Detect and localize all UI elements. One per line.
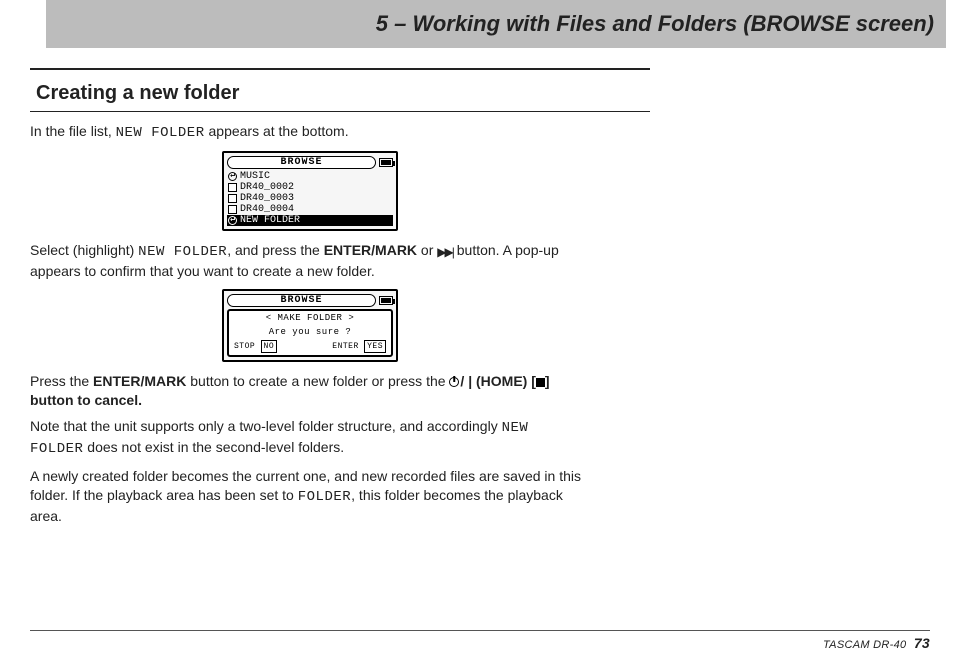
lcd1-row: ↵MUSIC xyxy=(227,171,393,182)
chapter-title: 5 – Working with Files and Folders (BROW… xyxy=(376,9,934,39)
inline-new-folder-1: NEW FOLDER xyxy=(116,125,205,141)
footer: TASCAM DR-40 73 xyxy=(823,634,930,653)
folder-icon xyxy=(228,183,237,192)
para-1c: appears at the bottom. xyxy=(205,123,349,139)
enter-mark-label-1: ENTER/MARK xyxy=(324,242,417,258)
lcd2-btn-left-b: NO xyxy=(261,340,278,353)
lcd2-title-row: BROWSE xyxy=(227,294,393,307)
section-rule-bottom xyxy=(30,111,650,112)
return-icon: ↵ xyxy=(228,172,237,181)
lcd-1-wrap: BROWSE ↵MUSICDR40_0002DR40_0003DR40_0004… xyxy=(30,151,590,231)
lcd1-row: ↵NEW FOLDER xyxy=(227,215,393,226)
lcd2-btn-left: STOP NO xyxy=(234,340,277,353)
lcd1-row-label: DR40_0002 xyxy=(240,182,392,193)
lcd2-btn-right-a: ENTER xyxy=(332,342,359,351)
para-2: Select (highlight) NEW FOLDER, and press… xyxy=(30,241,590,281)
lcd1-row-label: DR40_0003 xyxy=(240,193,392,204)
folder-icon xyxy=(228,205,237,214)
para-2a: Select (highlight) xyxy=(30,242,138,258)
inline-new-folder-2: NEW FOLDER xyxy=(138,244,227,260)
chapter-header: 5 – Working with Files and Folders (BROW… xyxy=(46,0,946,48)
stop-square-icon xyxy=(536,378,545,387)
para-2e: or xyxy=(417,242,437,258)
footer-page: 73 xyxy=(914,635,930,651)
lcd2-title: BROWSE xyxy=(227,294,376,307)
lcd2-btn-left-a: STOP xyxy=(234,342,255,351)
enter-mark-label-2: ENTER/MARK xyxy=(93,373,186,389)
lcd2-btn-right: ENTER YES xyxy=(332,340,386,353)
lcd1-row: DR40_0002 xyxy=(227,182,393,193)
footer-rule xyxy=(30,630,930,631)
para-3c: button to create a new folder or press t… xyxy=(186,373,449,389)
para-3a: Press the xyxy=(30,373,93,389)
lcd2-popup-line2: Are you sure ? xyxy=(232,327,388,338)
inline-folder: FOLDER xyxy=(298,489,351,505)
slash-icon: / | xyxy=(460,373,472,389)
section-heading: Creating a new folder xyxy=(36,80,924,107)
lcd1-title-row: BROWSE xyxy=(227,156,393,169)
lcd2-popup-buttons: STOP NO ENTER YES xyxy=(232,340,388,353)
para-5: A newly created folder becomes the curre… xyxy=(30,467,590,526)
para-4c: does not exist in the second-level folde… xyxy=(83,439,344,455)
lcd1-row: DR40_0004 xyxy=(227,204,393,215)
lcd1-row: DR40_0003 xyxy=(227,193,393,204)
lcd2-btn-right-b: YES xyxy=(364,340,386,353)
power-icon xyxy=(449,377,459,387)
para-1: In the file list, NEW FOLDER appears at … xyxy=(30,122,590,143)
lcd1-row-label: MUSIC xyxy=(240,171,392,182)
lcd1-row-label: DR40_0004 xyxy=(240,204,392,215)
lcd-screen-browse-list: BROWSE ↵MUSICDR40_0002DR40_0003DR40_0004… xyxy=(222,151,398,231)
fast-forward-icon: ▶▶| xyxy=(437,244,453,260)
footer-model: TASCAM DR-40 xyxy=(823,639,906,651)
lcd-2-wrap: BROWSE < MAKE FOLDER > Are you sure ? ST… xyxy=(30,289,590,362)
para-2c: , and press the xyxy=(227,242,324,258)
lcd1-title: BROWSE xyxy=(227,156,376,169)
section-rule-top xyxy=(30,68,650,70)
lcd1-row-label: NEW FOLDER xyxy=(240,215,392,226)
para-1a: In the file list, xyxy=(30,123,116,139)
lcd2-popup: < MAKE FOLDER > Are you sure ? STOP NO E… xyxy=(227,309,393,357)
para-4a: Note that the unit supports only a two-l… xyxy=(30,418,502,434)
return-icon: ↵ xyxy=(228,216,237,225)
para-4: Note that the unit supports only a two-l… xyxy=(30,417,590,459)
lcd-screen-make-folder: BROWSE < MAKE FOLDER > Are you sure ? ST… xyxy=(222,289,398,362)
home-label: (HOME) [ xyxy=(476,373,536,389)
battery-icon xyxy=(379,296,393,305)
battery-icon xyxy=(379,158,393,167)
content-area: Creating a new folder In the file list, … xyxy=(30,68,924,621)
folder-icon xyxy=(228,194,237,203)
lcd2-popup-line1: < MAKE FOLDER > xyxy=(232,313,388,324)
para-3: Press the ENTER/MARK button to create a … xyxy=(30,372,590,410)
